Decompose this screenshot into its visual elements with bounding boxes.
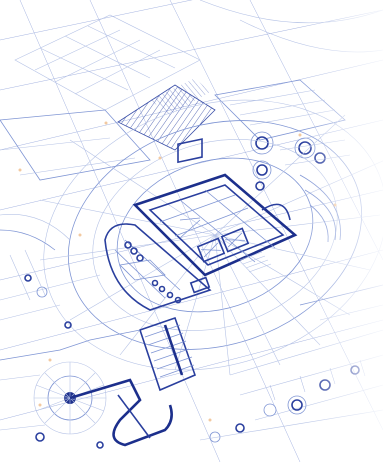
restroom-block (104, 223, 212, 311)
central-building (132, 138, 298, 277)
upper-grid-block (0, 14, 201, 181)
right-fade (300, 0, 383, 462)
lower-left-rosette (0, 329, 173, 449)
left-details (0, 214, 101, 329)
lower-stairs (138, 316, 197, 392)
